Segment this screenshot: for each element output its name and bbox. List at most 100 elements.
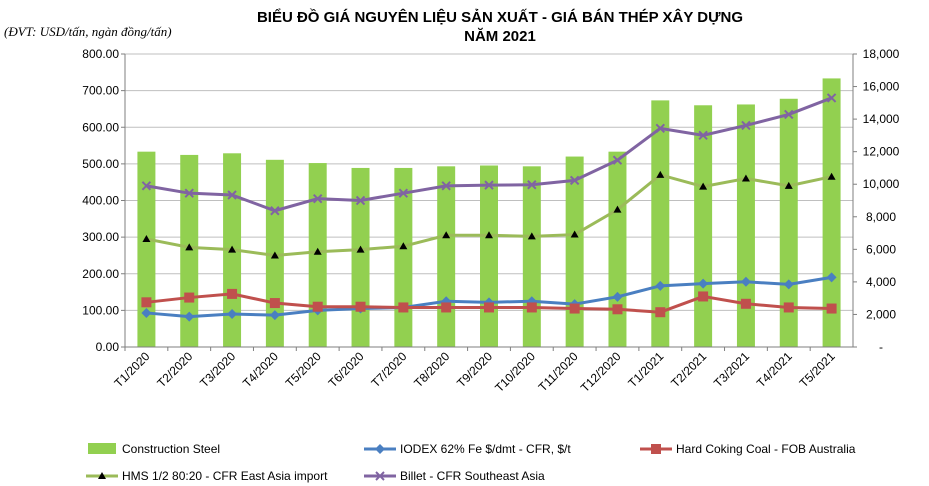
left-tick-label: 200.00 (82, 267, 119, 281)
data-point (441, 181, 451, 191)
x-tick-label: T5/2020 (283, 349, 324, 390)
x-tick-label: T4/2021 (754, 349, 795, 390)
data-point (699, 182, 708, 190)
x-tick-label: T2/2021 (668, 349, 709, 390)
data-point (484, 302, 494, 313)
legend: Construction Steel IODEX 62% Fe $/dmt - C… (86, 442, 856, 483)
data-point (441, 302, 452, 313)
data-point (313, 247, 322, 255)
right-tick-label: - (879, 340, 883, 354)
data-point (484, 180, 494, 190)
legend-label: Billet - CFR Southeast Asia (400, 469, 545, 483)
legend-marker (98, 472, 106, 479)
data-point (142, 234, 151, 242)
data-point (185, 243, 194, 251)
x-tick-label: T3/2021 (711, 349, 752, 390)
data-point (741, 174, 750, 182)
data-point (398, 302, 409, 313)
data-point (656, 170, 665, 178)
data-point (312, 193, 323, 204)
right-tick-label: 12,000 (863, 145, 900, 159)
data-point (141, 181, 152, 191)
data-point (698, 278, 709, 289)
x-tick-label: T9/2020 (454, 349, 495, 390)
data-point (526, 302, 537, 313)
data-point (227, 288, 238, 299)
data-point (485, 231, 493, 239)
x-tick-label: T4/2020 (240, 349, 281, 390)
bar (394, 167, 413, 347)
data-point (655, 123, 666, 134)
left-tick-label: 300.00 (82, 230, 119, 244)
data-point (741, 120, 751, 131)
x-tick-label: T2/2020 (154, 349, 195, 390)
bar (608, 151, 627, 347)
data-point (826, 93, 837, 103)
right-tick-label: 16,000 (863, 80, 900, 94)
data-point (527, 232, 536, 240)
legend-marker (375, 444, 385, 454)
bar (822, 78, 841, 348)
data-point (655, 307, 666, 318)
legend-swatch (88, 443, 116, 454)
data-point (569, 303, 580, 314)
data-point (655, 280, 666, 291)
left-tick-label: 600.00 (82, 120, 119, 134)
x-tick-label: T3/2020 (197, 349, 238, 390)
chart-title-line1: BIỂU ĐỒ GIÁ NGUYÊN LIỆU SẢN XUẤT - GIÁ B… (256, 9, 744, 26)
data-point (740, 298, 751, 309)
data-point (698, 291, 709, 302)
right-tick-label: 8,000 (866, 210, 896, 224)
data-point (783, 302, 794, 313)
x-tick-label: T11/2020 (536, 349, 581, 394)
x-tick-label: T1/2020 (111, 349, 152, 390)
bar (694, 105, 713, 348)
left-tick-label: 800.00 (82, 47, 119, 61)
data-point (270, 251, 279, 259)
data-point (442, 231, 451, 239)
legend-marker (375, 471, 385, 481)
bar (437, 166, 456, 347)
left-tick-label: 400.00 (82, 194, 119, 208)
data-point (826, 272, 837, 283)
data-point (269, 298, 280, 309)
data-point (570, 230, 579, 238)
bar (736, 104, 755, 347)
unit-label: (ĐVT: USD/tấn, ngàn đồng/tấn) (4, 24, 172, 39)
data-point (784, 109, 794, 120)
data-point (527, 180, 537, 190)
data-point (740, 276, 751, 287)
right-tick-label: 4,000 (866, 275, 896, 289)
legend-marker (651, 444, 661, 454)
data-point (355, 301, 366, 312)
bar (565, 156, 584, 347)
bar (351, 167, 370, 347)
data-point (399, 242, 408, 250)
bar (522, 166, 541, 347)
left-tick-label: 700.00 (82, 84, 119, 98)
left-tick-label: 0.00 (96, 340, 120, 354)
data-point (356, 245, 365, 253)
right-tick-label: 14,000 (863, 112, 900, 126)
right-tick-label: 10,000 (863, 177, 900, 191)
data-point (228, 245, 237, 253)
data-point (612, 304, 623, 315)
right-tick-label: 2,000 (866, 307, 896, 321)
line-series (141, 93, 837, 322)
data-point (827, 172, 836, 180)
right-tick-label: 18,000 (863, 47, 900, 61)
x-tick-label: T12/2020 (578, 349, 624, 395)
chart-title: BIỂU ĐỒ GIÁ NGUYÊN LIỆU SẢN XUẤT - GIÁ B… (180, 8, 820, 46)
x-tick-label: T7/2020 (368, 349, 409, 390)
data-point (613, 205, 622, 213)
bar (308, 163, 327, 347)
data-point (227, 190, 237, 200)
x-tick-label: T10/2020 (492, 349, 538, 395)
data-point (398, 188, 409, 198)
data-point (270, 206, 280, 216)
x-tick-label: T1/2021 (625, 349, 666, 390)
axes (121, 53, 857, 351)
bar (480, 165, 498, 347)
legend-label: Construction Steel (122, 442, 220, 456)
